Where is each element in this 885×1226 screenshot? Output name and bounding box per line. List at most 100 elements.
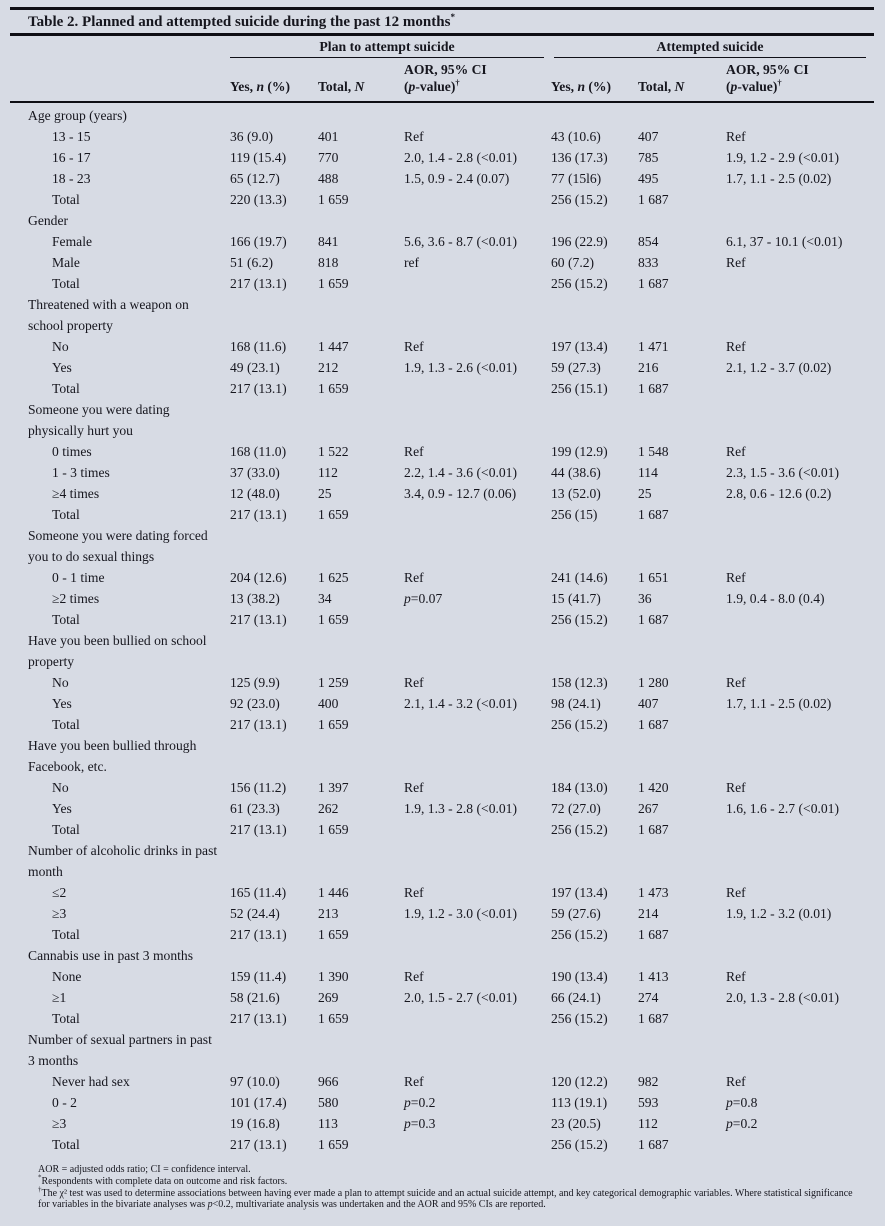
cell-attempt-aor: 1.9, 1.2 - 3.2 (0.01) xyxy=(726,906,832,921)
section-label: Number of alcoholic drinks in past xyxy=(28,843,218,858)
cell-plan-total: 400 xyxy=(318,696,339,711)
cell-plan-yes: 217 (13.1) xyxy=(230,822,287,837)
table-row: Total 217 (13.1) 1 659 256 (15.2) 1 687 xyxy=(28,609,866,630)
cell-plan-total: 1 522 xyxy=(318,444,349,459)
table-row: Total 220 (13.3) 1 659 256 (15.2) 1 687 xyxy=(28,189,866,210)
section-label: 3 months xyxy=(28,1053,79,1068)
row-label: Total xyxy=(52,192,80,207)
cell-plan-aor xyxy=(404,714,551,735)
section-header-row: month xyxy=(28,861,866,882)
cell-plan-yes: 165 (11.4) xyxy=(230,885,287,900)
cell-plan-yes: 58 (21.6) xyxy=(230,990,280,1005)
section-label: Threatened with a weapon on xyxy=(28,297,189,312)
cell-attempt-total: 274 xyxy=(638,990,659,1005)
table-row: 1 - 3 times 37 (33.0) 112 2.2, 1.4 - 3.6 (<… xyxy=(28,462,866,483)
cell-attempt-yes: 256 (15.2) xyxy=(551,717,608,732)
cell-attempt-total: 216 xyxy=(638,360,659,375)
cell-plan-aor: Ref xyxy=(404,339,424,354)
cell-plan-aor: 2.1, 1.4 - 3.2 (<0.01) xyxy=(404,696,518,711)
section-header-row: Facebook, etc. xyxy=(28,756,866,777)
row-label: 16 - 17 xyxy=(52,150,91,165)
cell-plan-yes: 156 (11.2) xyxy=(230,780,287,795)
cell-attempt-total: 1 280 xyxy=(638,675,669,690)
section-label: Someone you were dating xyxy=(28,402,170,417)
cell-attempt-yes: 190 (13.4) xyxy=(551,969,608,984)
cell-plan-yes: 36 (9.0) xyxy=(230,129,274,144)
cell-attempt-aor xyxy=(726,273,866,294)
table-row: ≥3 19 (16.8) 113 p=0.3 23 (20.5) 112 p=0.2 xyxy=(28,1113,866,1134)
cell-attempt-yes: 113 (19.1) xyxy=(551,1095,608,1110)
cell-attempt-total: 1 687 xyxy=(638,612,669,627)
cell-plan-yes: 125 (9.9) xyxy=(230,675,280,690)
row-label: ≥1 xyxy=(52,990,67,1005)
row-label: 0 - 1 time xyxy=(52,570,105,585)
cell-attempt-aor: 1.7, 1.1 - 2.5 (0.02) xyxy=(726,696,832,711)
row-label: 0 - 2 xyxy=(52,1095,77,1110)
cell-plan-aor: Ref xyxy=(404,1074,424,1089)
cell-plan-aor: Ref xyxy=(404,570,424,585)
section-header-row: you to do sexual things xyxy=(28,546,866,567)
cell-attempt-yes: 66 (24.1) xyxy=(551,990,601,1005)
cell-attempt-total: 114 xyxy=(638,465,658,480)
cell-plan-aor: p=0.3 xyxy=(404,1116,436,1131)
table-row: No 125 (9.9) 1 259 Ref 158 (12.3) 1 280 Ref xyxy=(28,672,866,693)
cell-plan-aor: Ref xyxy=(404,129,424,144)
table-row: 18 - 23 65 (12.7) 488 1.5, 0.9 - 2.4 (0.07)… xyxy=(28,168,866,189)
cell-plan-total: 1 659 xyxy=(318,927,349,942)
cell-plan-aor xyxy=(404,819,551,840)
section-header-row: 3 months xyxy=(28,1050,866,1071)
cell-attempt-aor xyxy=(726,1008,866,1029)
cell-plan-aor: 1.5, 0.9 - 2.4 (0.07) xyxy=(404,171,510,186)
cell-attempt-total: 1 687 xyxy=(638,717,669,732)
cell-plan-aor: 2.0, 1.4 - 2.8 (<0.01) xyxy=(404,150,518,165)
row-label: Never had sex xyxy=(52,1074,130,1089)
cell-plan-yes: 220 (13.3) xyxy=(230,192,287,207)
cell-attempt-total: 1 687 xyxy=(638,192,669,207)
cell-plan-aor: p=0.07 xyxy=(404,591,443,606)
section-header-row: school property xyxy=(28,315,866,336)
cell-attempt-yes: 199 (12.9) xyxy=(551,444,608,459)
row-label: 13 - 15 xyxy=(52,129,91,144)
cell-attempt-yes: 98 (24.1) xyxy=(551,696,601,711)
cell-attempt-yes: 136 (17.3) xyxy=(551,150,608,165)
cell-attempt-aor xyxy=(726,189,866,210)
cell-plan-yes: 92 (23.0) xyxy=(230,696,280,711)
section-label: school property xyxy=(28,318,113,333)
row-label: Total xyxy=(52,1011,80,1026)
cell-plan-yes: 217 (13.1) xyxy=(230,612,287,627)
cell-attempt-yes: 197 (13.4) xyxy=(551,339,608,354)
cell-attempt-yes: 256 (15.2) xyxy=(551,192,608,207)
section-label: Have you been bullied on school xyxy=(28,633,207,648)
row-label: Total xyxy=(52,717,80,732)
cell-plan-aor: 3.4, 0.9 - 12.7 (0.06) xyxy=(404,486,517,501)
cell-plan-yes: 65 (12.7) xyxy=(230,171,280,186)
section-header-row: Number of alcoholic drinks in past xyxy=(28,840,866,861)
cell-attempt-yes: 256 (15.2) xyxy=(551,822,608,837)
cell-attempt-yes: 15 (41.7) xyxy=(551,591,601,606)
cell-plan-yes: 217 (13.1) xyxy=(230,507,287,522)
header-aor-plan: AOR, 95% CI xyxy=(404,62,487,77)
footnote-asterisk: *Respondents with complete data on outco… xyxy=(38,1173,288,1187)
cell-attempt-total: 1 420 xyxy=(638,780,669,795)
cell-plan-total: 1 259 xyxy=(318,675,349,690)
cell-plan-yes: 204 (12.6) xyxy=(230,570,287,585)
header-yes-attempt: Yes, n (%) xyxy=(551,79,612,94)
cell-attempt-aor: p=0.2 xyxy=(726,1116,758,1131)
section-header-row: Cannabis use in past 3 months xyxy=(28,945,866,966)
section-label: Have you been bullied through xyxy=(28,738,197,753)
cell-plan-total: 966 xyxy=(318,1074,339,1089)
section-header-row: Someone you were dating xyxy=(28,399,866,420)
table-row: ≥2 times 13 (38.2) 34 p=0.07 15 (41.7) 36 1.9,… xyxy=(28,588,866,609)
cell-attempt-aor xyxy=(726,609,866,630)
row-label: Total xyxy=(52,1137,80,1152)
cell-plan-yes: 101 (17.4) xyxy=(230,1095,287,1110)
cell-attempt-yes: 44 (38.6) xyxy=(551,465,601,480)
cell-plan-total: 113 xyxy=(318,1116,338,1131)
row-label: 1 - 3 times xyxy=(52,465,110,480)
section-label: physically hurt you xyxy=(28,423,133,438)
cell-attempt-yes: 256 (15.2) xyxy=(551,1137,608,1152)
cell-attempt-yes: 256 (15.2) xyxy=(551,927,608,942)
cell-plan-yes: 97 (10.0) xyxy=(230,1074,280,1089)
cell-plan-total: 112 xyxy=(318,465,338,480)
cell-plan-aor: p=0.2 xyxy=(404,1095,436,1110)
